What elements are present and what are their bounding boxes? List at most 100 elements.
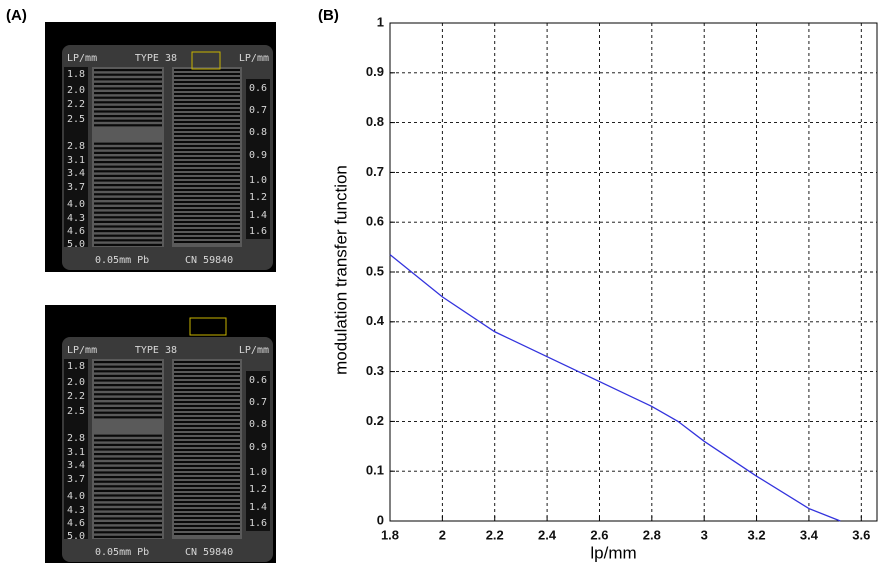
phantom-scale: 0.7 xyxy=(249,397,267,408)
lead-bar xyxy=(94,462,162,464)
lead-bar xyxy=(174,369,240,371)
lead-bar xyxy=(174,141,240,143)
lead-bar xyxy=(94,513,162,515)
lead-bar xyxy=(174,137,240,139)
lead-bar xyxy=(94,207,162,209)
phantom-scale: 1.8 xyxy=(67,361,85,372)
phantom-label: CN 59840 xyxy=(185,547,233,558)
phantom-scale: 2.2 xyxy=(67,99,85,110)
lead-bar xyxy=(94,235,162,237)
x-axis-label: lp/mm xyxy=(590,543,636,562)
lead-bar xyxy=(94,416,162,418)
phantom-scale: 0.9 xyxy=(249,442,267,453)
lead-bar xyxy=(94,225,162,227)
phantom-scale: 2.2 xyxy=(67,391,85,402)
lead-bar xyxy=(174,229,240,231)
lead-bar xyxy=(94,239,162,241)
lead-bar xyxy=(174,205,240,207)
phantom-scale: 3.7 xyxy=(67,474,85,485)
lead-bar xyxy=(174,497,240,499)
lead-bar xyxy=(174,393,240,395)
lead-bar xyxy=(94,78,162,80)
lead-bar xyxy=(174,529,240,531)
lead-bar xyxy=(174,93,240,95)
lead-bar xyxy=(174,113,240,115)
lead-bar xyxy=(174,405,240,407)
y-tick-label: 0.3 xyxy=(366,363,384,378)
lead-bar xyxy=(94,467,162,469)
lead-bar xyxy=(94,156,162,158)
lead-bar xyxy=(94,458,162,460)
lead-bar xyxy=(174,517,240,519)
y-tick-label: 0.5 xyxy=(366,263,384,278)
lead-bar xyxy=(174,209,240,211)
lead-bar xyxy=(94,444,162,446)
chart: 00.10.20.30.40.50.60.70.80.911.822.22.42… xyxy=(331,14,877,562)
x-tick-label: 2 xyxy=(439,527,446,542)
lead-bar xyxy=(94,527,162,529)
lead-bar xyxy=(174,437,240,439)
phantom-scale: 5.0 xyxy=(67,531,85,542)
y-tick-label: 1 xyxy=(377,14,384,29)
lead-bar xyxy=(94,97,162,99)
lead-bar xyxy=(94,244,162,246)
lead-bar xyxy=(174,473,240,475)
phantom-scale: 1.2 xyxy=(249,192,267,203)
y-tick-label: 0.8 xyxy=(366,114,384,129)
lead-bar xyxy=(94,481,162,483)
lead-bar xyxy=(94,161,162,163)
lead-bar xyxy=(174,109,240,111)
lead-bar xyxy=(174,461,240,463)
lead-bar xyxy=(94,412,162,414)
lead-bar xyxy=(174,465,240,467)
lead-bar xyxy=(174,181,240,183)
lead-bar xyxy=(94,490,162,492)
lead-bar xyxy=(174,145,240,147)
x-tick-label: 3.6 xyxy=(852,527,870,542)
lead-bar xyxy=(94,179,162,181)
lead-bar xyxy=(174,457,240,459)
lead-bar xyxy=(94,375,162,377)
phantom-scale: 3.4 xyxy=(67,460,85,471)
lead-bar xyxy=(174,173,240,175)
phantom-scale: 3.7 xyxy=(67,182,85,193)
lead-bar xyxy=(174,177,240,179)
phantom-scale: 3.1 xyxy=(67,447,85,458)
x-tick-label: 2.2 xyxy=(486,527,504,542)
lead-bar xyxy=(174,225,240,227)
lead-bar xyxy=(94,175,162,177)
lead-bar xyxy=(94,517,162,519)
lead-bar xyxy=(174,97,240,99)
lead-bar xyxy=(174,397,240,399)
lead-bar xyxy=(174,525,240,527)
phantom-scale: 1.0 xyxy=(249,175,267,186)
lead-bar xyxy=(94,494,162,496)
lead-bar xyxy=(174,213,240,215)
lead-bar xyxy=(94,379,162,381)
lead-bar xyxy=(174,161,240,163)
lead-bar xyxy=(94,536,162,538)
lead-bar xyxy=(174,485,240,487)
phantom-image: LP/mmTYPE 38LP/mm1.82.02.22.52.83.13.43.… xyxy=(62,45,273,270)
lead-bar xyxy=(174,197,240,199)
phantom-scale: 0.6 xyxy=(249,83,267,94)
lead-bar xyxy=(174,117,240,119)
y-tick-label: 0.6 xyxy=(366,214,384,229)
lead-bar xyxy=(94,202,162,204)
lead-bar xyxy=(94,476,162,478)
phantom-scale: 2.5 xyxy=(67,406,85,417)
phantom-scale: 3.1 xyxy=(67,155,85,166)
lead-bar xyxy=(174,453,240,455)
lead-bar xyxy=(174,477,240,479)
phantom-scale: 2.8 xyxy=(67,433,85,444)
lead-bar xyxy=(94,101,162,103)
phantom-scale: 4.3 xyxy=(67,213,85,224)
lead-bar xyxy=(174,217,240,219)
lead-bar xyxy=(174,409,240,411)
lead-bar xyxy=(94,504,162,506)
lead-bar xyxy=(174,133,240,135)
x-tick-label: 3.4 xyxy=(800,527,819,542)
lead-bar xyxy=(94,221,162,223)
lead-bar xyxy=(94,170,162,172)
lead-bar xyxy=(94,198,162,200)
